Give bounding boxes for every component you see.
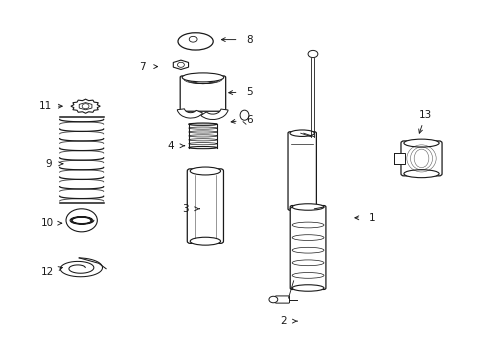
Ellipse shape [292, 222, 323, 228]
Ellipse shape [188, 135, 217, 137]
Text: 12: 12 [41, 267, 54, 277]
Ellipse shape [292, 260, 323, 266]
Text: 5: 5 [245, 87, 252, 97]
Ellipse shape [188, 139, 217, 141]
Ellipse shape [292, 235, 323, 240]
Ellipse shape [188, 131, 217, 133]
Ellipse shape [188, 147, 217, 149]
Text: 9: 9 [45, 159, 52, 169]
Text: 6: 6 [245, 114, 252, 125]
Ellipse shape [292, 204, 323, 210]
Ellipse shape [182, 73, 223, 82]
Circle shape [307, 50, 317, 58]
Ellipse shape [178, 33, 213, 50]
Text: 7: 7 [139, 62, 146, 72]
FancyBboxPatch shape [400, 141, 441, 176]
FancyBboxPatch shape [187, 169, 223, 243]
Ellipse shape [240, 110, 248, 120]
Ellipse shape [190, 237, 220, 245]
Ellipse shape [188, 127, 217, 129]
Ellipse shape [190, 167, 220, 175]
FancyBboxPatch shape [290, 206, 325, 289]
Wedge shape [200, 109, 228, 120]
Ellipse shape [403, 139, 438, 147]
Ellipse shape [292, 247, 323, 253]
FancyBboxPatch shape [275, 296, 289, 303]
FancyBboxPatch shape [180, 76, 225, 111]
Ellipse shape [188, 143, 217, 145]
Ellipse shape [292, 273, 323, 278]
Ellipse shape [403, 170, 438, 178]
Text: 4: 4 [167, 141, 174, 151]
Text: 11: 11 [38, 101, 52, 111]
Ellipse shape [292, 285, 323, 291]
Text: 8: 8 [245, 35, 252, 45]
Polygon shape [71, 99, 100, 113]
Text: 2: 2 [280, 316, 286, 326]
Bar [393, 153, 404, 164]
Text: 13: 13 [418, 110, 431, 120]
Circle shape [82, 104, 89, 109]
Circle shape [268, 296, 277, 303]
Text: 10: 10 [41, 218, 54, 228]
Text: 3: 3 [182, 204, 189, 214]
Ellipse shape [188, 123, 217, 125]
Text: 1: 1 [367, 213, 374, 223]
Wedge shape [177, 109, 202, 118]
Ellipse shape [188, 123, 217, 125]
FancyBboxPatch shape [287, 132, 316, 210]
Polygon shape [173, 60, 188, 69]
Ellipse shape [289, 130, 314, 136]
